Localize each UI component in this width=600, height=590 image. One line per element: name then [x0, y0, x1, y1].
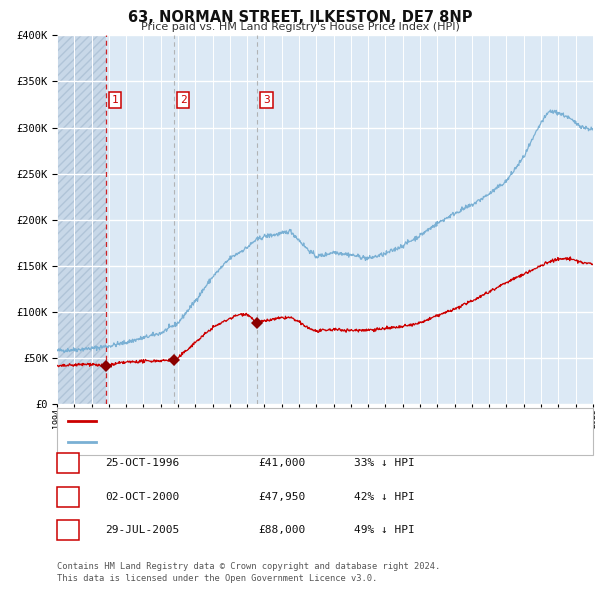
Text: £47,950: £47,950: [258, 492, 305, 502]
Bar: [57, 35, 106, 404]
Text: £41,000: £41,000: [258, 458, 305, 468]
Text: £88,000: £88,000: [258, 526, 305, 535]
Text: HPI: Average price, detached house, Erewash: HPI: Average price, detached house, Erew…: [100, 437, 358, 447]
Text: 42% ↓ HPI: 42% ↓ HPI: [354, 492, 415, 502]
Text: 33% ↓ HPI: 33% ↓ HPI: [354, 458, 415, 468]
Text: 63, NORMAN STREET, ILKESTON, DE7 8NP: 63, NORMAN STREET, ILKESTON, DE7 8NP: [128, 10, 472, 25]
Text: 49% ↓ HPI: 49% ↓ HPI: [354, 526, 415, 535]
Text: 29-JUL-2005: 29-JUL-2005: [105, 526, 179, 535]
Text: Contains HM Land Registry data © Crown copyright and database right 2024.: Contains HM Land Registry data © Crown c…: [57, 562, 440, 571]
Text: 2: 2: [64, 492, 71, 502]
Text: 63, NORMAN STREET, ILKESTON, DE7 8NP (detached house): 63, NORMAN STREET, ILKESTON, DE7 8NP (de…: [100, 417, 418, 427]
Text: Price paid vs. HM Land Registry's House Price Index (HPI): Price paid vs. HM Land Registry's House …: [140, 22, 460, 32]
Text: 02-OCT-2000: 02-OCT-2000: [105, 492, 179, 502]
Text: 3: 3: [64, 526, 71, 535]
Text: 1: 1: [112, 95, 119, 105]
Text: 3: 3: [263, 95, 270, 105]
Text: 25-OCT-1996: 25-OCT-1996: [105, 458, 179, 468]
Text: 2: 2: [180, 95, 187, 105]
Text: 1: 1: [64, 458, 71, 468]
Text: This data is licensed under the Open Government Licence v3.0.: This data is licensed under the Open Gov…: [57, 574, 377, 583]
